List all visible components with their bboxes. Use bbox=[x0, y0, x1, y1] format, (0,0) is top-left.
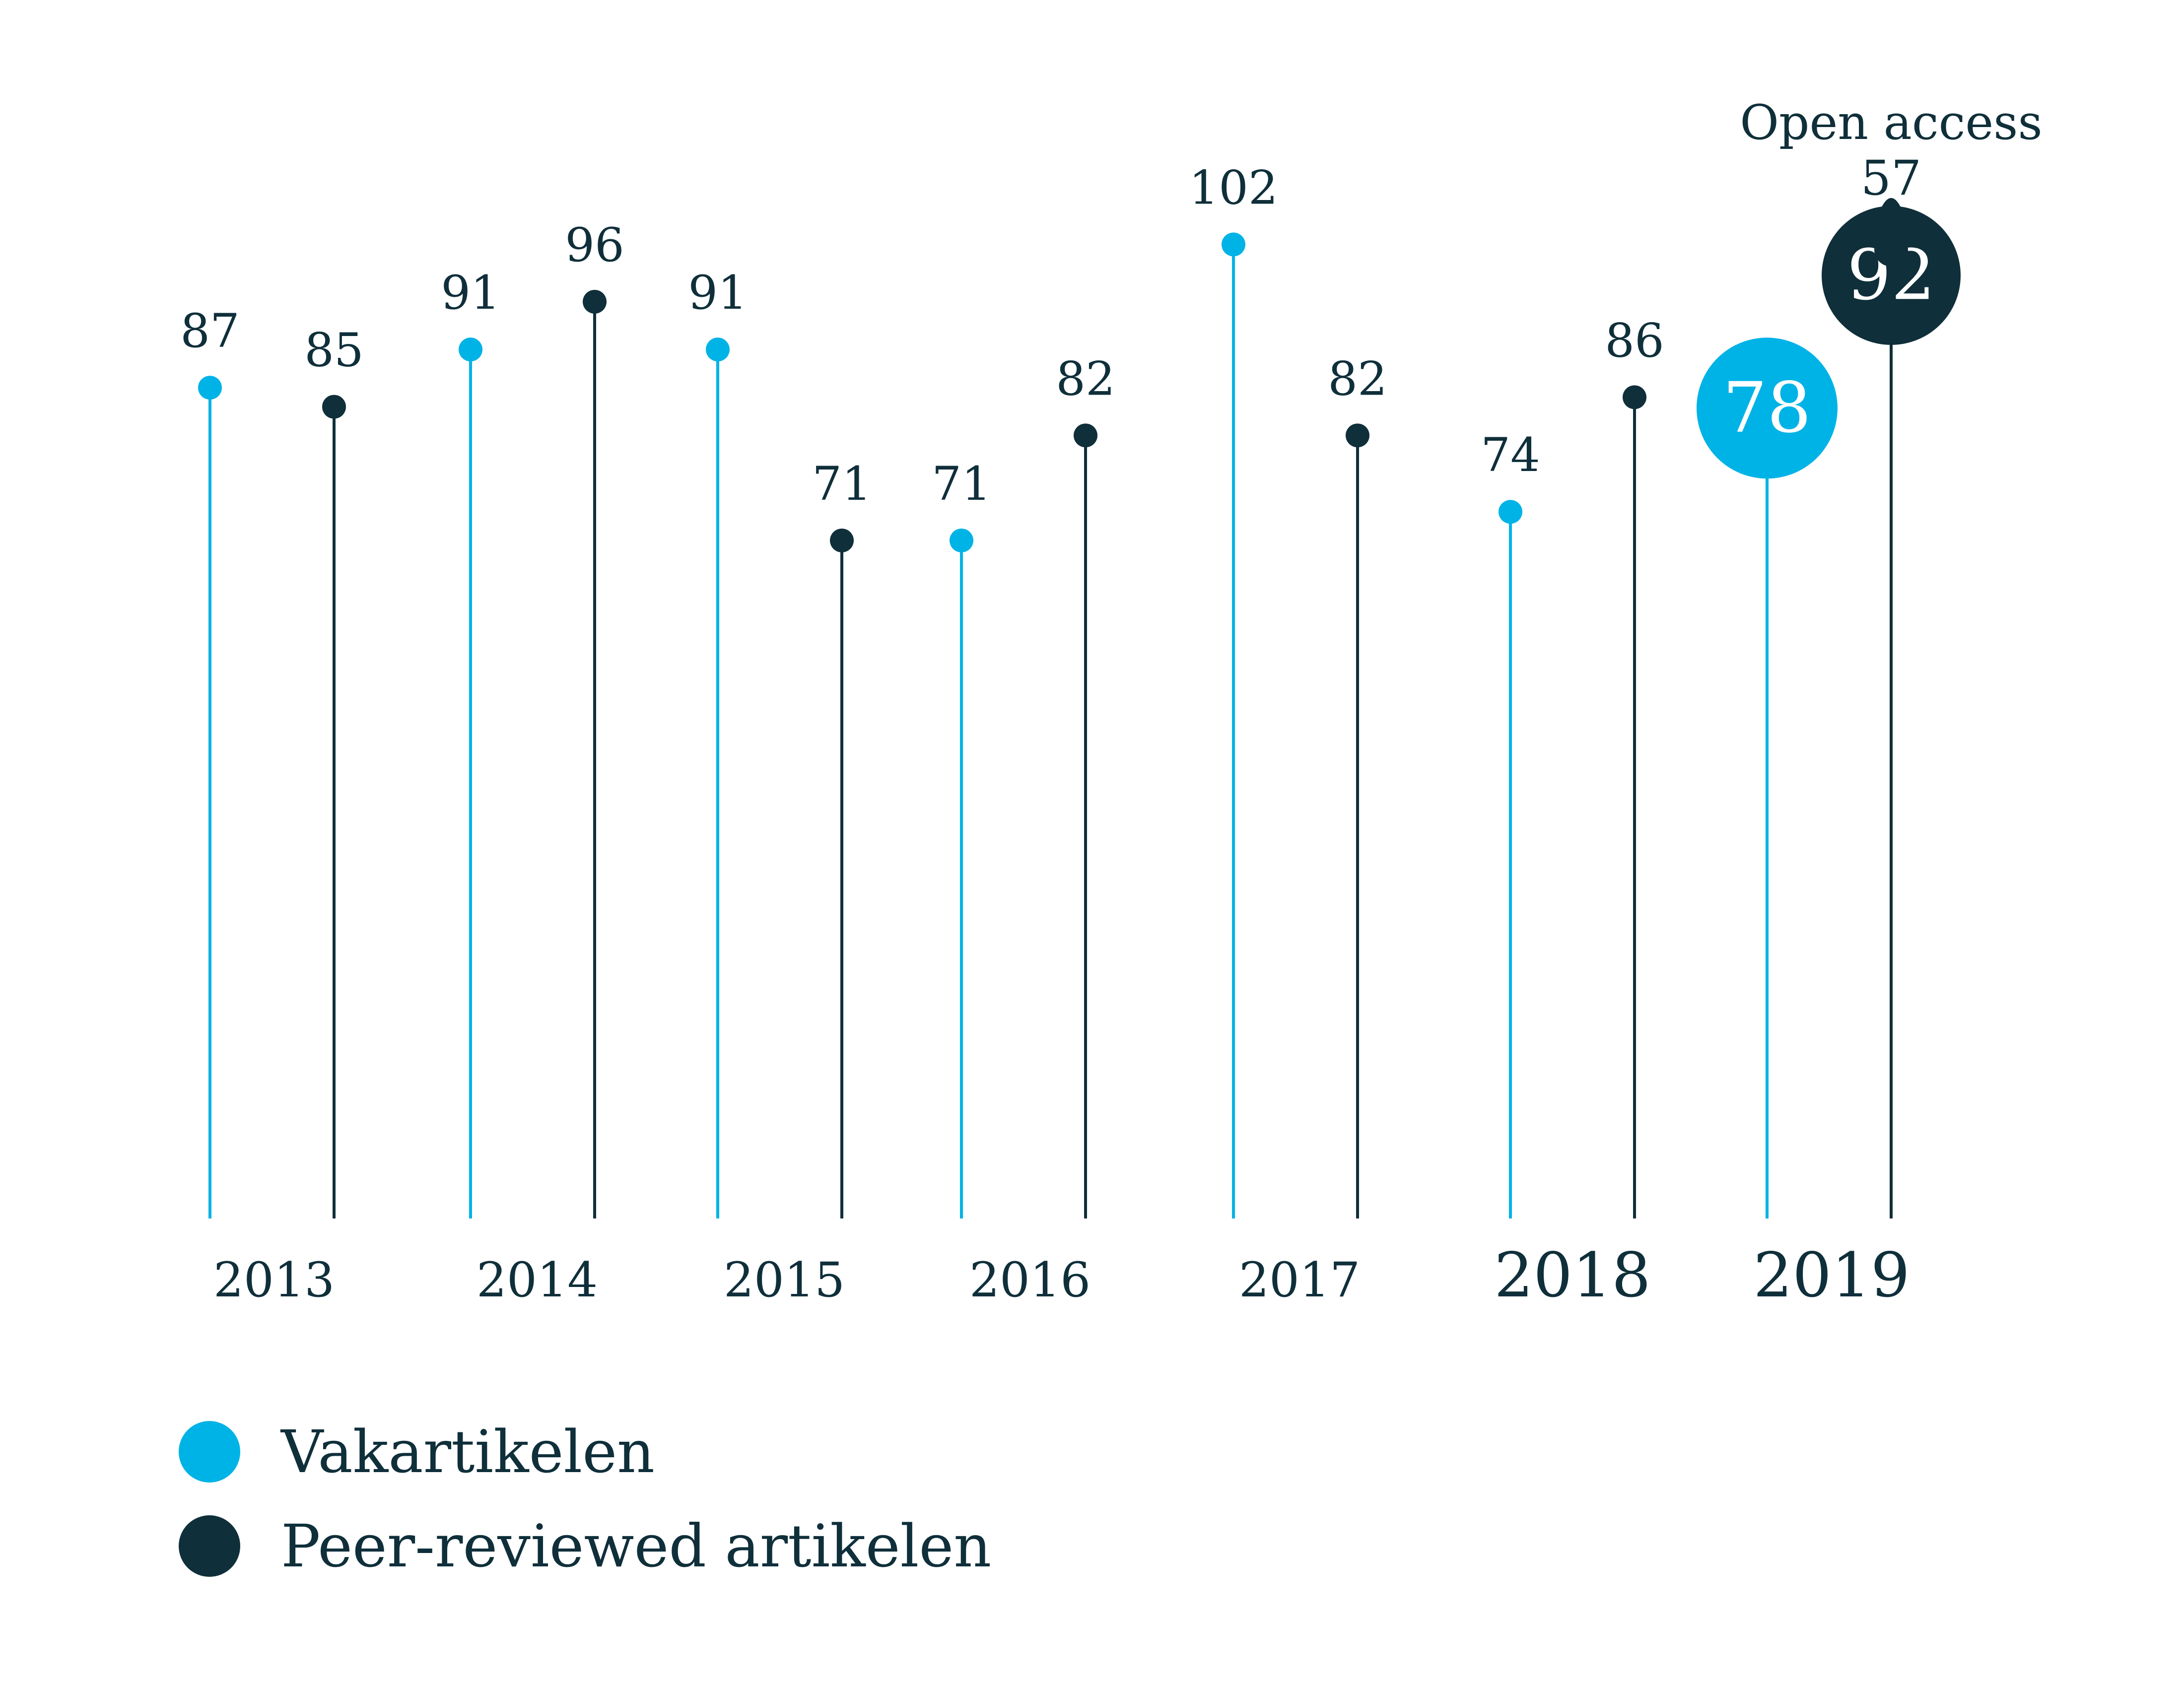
dot-peer-reviewed-2015 bbox=[830, 528, 854, 552]
chart-year-labels: 2013 2014 2015 2016 2017 2018 2019 bbox=[213, 1240, 1910, 1311]
legend-swatch-vakartikelen bbox=[179, 1421, 240, 1483]
bubble-notch-2019 bbox=[1880, 198, 1902, 210]
value-label-vakartikelen-2018: 74 bbox=[1481, 428, 1540, 482]
value-label-vakartikelen-2014: 91 bbox=[441, 266, 500, 320]
value-label-peer-reviewed-2013: 85 bbox=[304, 324, 364, 378]
legend-label-vakartikelen: Vakartikelen bbox=[281, 1418, 655, 1486]
legend: Vakartikelen Peer-reviewed artikelen bbox=[179, 1405, 991, 1593]
year-label-2017: 2017 bbox=[1239, 1252, 1360, 1308]
value-label-vakartikelen-2017: 102 bbox=[1189, 161, 1278, 215]
year-label-2014: 2014 bbox=[477, 1252, 598, 1308]
dot-peer-reviewed-2013 bbox=[322, 395, 346, 419]
year-label-2015: 2015 bbox=[724, 1252, 845, 1308]
open-access-dot bbox=[1874, 233, 1908, 267]
dot-peer-reviewed-2017 bbox=[1346, 423, 1369, 448]
legend-item-peer-reviewed: Peer-reviewed artikelen bbox=[179, 1499, 991, 1593]
dot-vakartikelen-2013 bbox=[198, 376, 222, 400]
value-label-peer-reviewed-2017: 82 bbox=[1328, 352, 1387, 406]
dot-vakartikelen-2018 bbox=[1499, 500, 1522, 524]
dot-vakartikelen-2014 bbox=[459, 338, 482, 362]
value-label-peer-reviewed-2018: 86 bbox=[1605, 314, 1664, 368]
chart-value-labels: 87 85 91 96 91 71 71 82 102 82 74 86 bbox=[180, 161, 1664, 511]
value-label-vakartikelen-2013: 87 bbox=[180, 304, 240, 358]
dot-peer-reviewed-2018 bbox=[1623, 385, 1646, 409]
open-access-value: 57 bbox=[1861, 150, 1921, 206]
dot-vakartikelen-2016 bbox=[950, 528, 973, 552]
open-access-label: Open access bbox=[1740, 95, 2042, 150]
dot-peer-reviewed-2016 bbox=[1074, 423, 1097, 448]
legend-label-peer-reviewed: Peer-reviewed artikelen bbox=[281, 1512, 992, 1580]
year-label-2019: 2019 bbox=[1753, 1240, 1910, 1311]
value-label-vakartikelen-2015: 91 bbox=[688, 266, 748, 320]
dot-vakartikelen-2017 bbox=[1222, 232, 1245, 257]
value-label-peer-reviewed-2015: 71 bbox=[812, 457, 872, 511]
legend-swatch-peer-reviewed bbox=[179, 1515, 240, 1577]
legend-item-vakartikelen: Vakartikelen bbox=[179, 1405, 991, 1499]
bubble-circle-vakartikelen-2019 bbox=[1697, 338, 1838, 479]
value-label-peer-reviewed-2014: 96 bbox=[565, 218, 624, 272]
year-label-2016: 2016 bbox=[969, 1252, 1091, 1308]
value-label-vakartikelen-2016: 71 bbox=[932, 457, 991, 511]
dot-peer-reviewed-2014 bbox=[583, 289, 607, 314]
bubble-vakartikelen-2019: 78 bbox=[1697, 338, 1838, 479]
chart-stems bbox=[208, 244, 1893, 1218]
dot-vakartikelen-2015 bbox=[706, 338, 730, 362]
bubble-value-vakartikelen-2019: 78 bbox=[1723, 368, 1811, 449]
year-label-2013: 2013 bbox=[213, 1252, 335, 1308]
value-label-peer-reviewed-2016: 82 bbox=[1056, 352, 1115, 406]
bubble-peer-reviewed-2019: 92 bbox=[1822, 198, 1961, 345]
year-label-2018: 2018 bbox=[1494, 1240, 1651, 1311]
bubble-circle-peer-reviewed-2019 bbox=[1822, 205, 1961, 345]
